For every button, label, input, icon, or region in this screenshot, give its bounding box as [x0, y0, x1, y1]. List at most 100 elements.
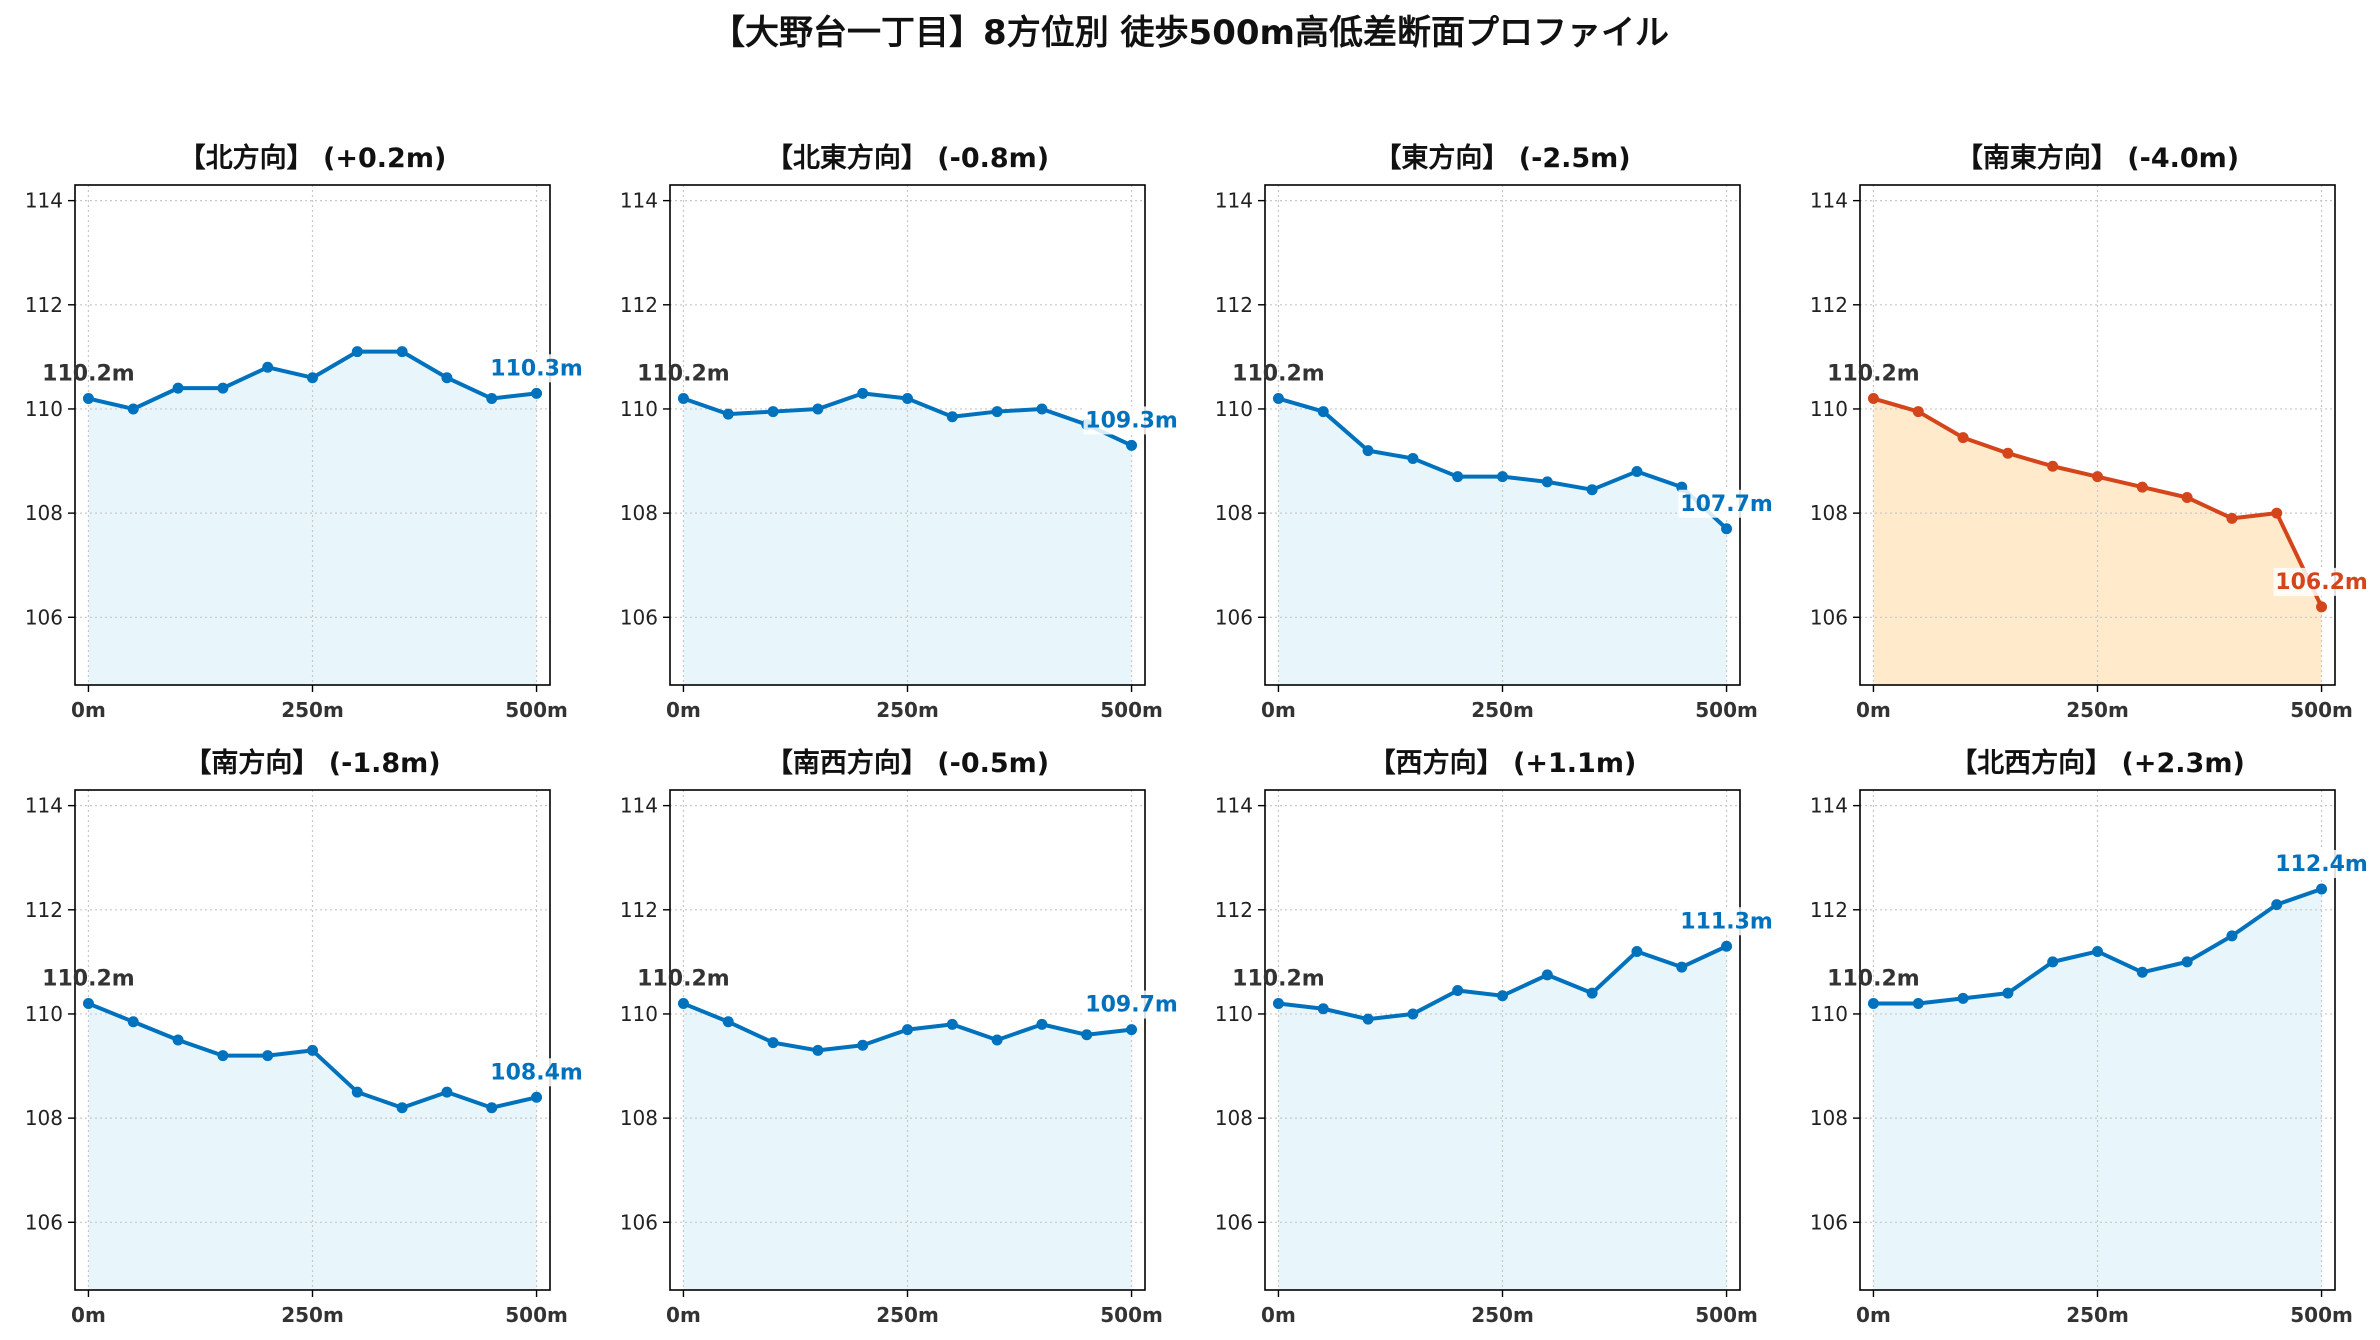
x-tick-label: 500m [1695, 1303, 1758, 1327]
end-label-bg [1083, 990, 1180, 1019]
y-tick-label: 112 [620, 898, 658, 922]
x-tick-label: 0m [666, 1303, 701, 1327]
end-label-bg [2273, 849, 2370, 878]
data-point [946, 1018, 958, 1030]
x-tick-label: 0m [1261, 698, 1296, 722]
data-point [1126, 439, 1138, 451]
y-tick-label: 106 [620, 605, 658, 629]
subplot-title: 【北方向】 (+0.2m) [179, 142, 447, 174]
data-point [857, 387, 869, 399]
subplot-title: 【東方向】 (-2.5m) [1374, 142, 1630, 174]
area-fill [1873, 888, 2322, 1290]
y-tick-label: 106 [620, 1210, 658, 1234]
data-point [722, 1016, 734, 1028]
data-point [677, 998, 689, 1010]
data-point [1912, 406, 1924, 418]
subplot-title: 【北東方向】 (-0.8m) [766, 142, 1049, 174]
x-tick-label: 500m [505, 1303, 568, 1327]
end-label-bg [2273, 567, 2370, 596]
y-tick-label: 114 [620, 189, 658, 213]
data-point [1867, 393, 1879, 405]
end-label-bg [1083, 406, 1180, 435]
data-point [991, 1034, 1003, 1046]
end-label-bg [1678, 489, 1775, 518]
y-tick-label: 108 [620, 501, 658, 525]
y-tick-label: 108 [25, 1106, 63, 1130]
data-point [1036, 1018, 1048, 1030]
data-point [351, 1086, 363, 1098]
end-label-bg [488, 354, 585, 383]
data-point [1631, 465, 1643, 477]
start-value-label: 110.2m [637, 967, 730, 992]
subplot-4: 【南方向】 (-1.8m) 106 108 110 112 114 0m 250m 500m 11… [25, 747, 585, 1327]
y-tick-label: 106 [1810, 605, 1848, 629]
data-point [2136, 966, 2148, 978]
x-tick-label: 250m [1471, 1303, 1534, 1327]
y-tick-label: 114 [1810, 189, 1848, 213]
start-value-label: 110.2m [42, 967, 135, 992]
data-point [2002, 987, 2014, 999]
subplot-title: 【北西方向】 (+2.3m) [1950, 747, 2245, 779]
x-tick-label: 500m [1695, 698, 1758, 722]
data-point [767, 1037, 779, 1049]
data-point [1452, 985, 1464, 997]
data-point [2316, 883, 2328, 895]
data-point [1317, 1003, 1329, 1015]
data-point [1912, 998, 1924, 1010]
data-point [1721, 523, 1733, 535]
x-tick-label: 0m [1261, 1303, 1296, 1327]
data-point [262, 361, 274, 373]
end-value-label: 106.2m [2275, 570, 2368, 595]
subplot-title: 【南方向】 (-1.8m) [184, 747, 440, 779]
data-point [441, 1086, 453, 1098]
y-tick-label: 114 [1215, 794, 1253, 818]
data-point [1317, 406, 1329, 418]
figure-title: 【大野台一丁目】8方位別 徒歩500m高低差断面プロファイル [711, 13, 1669, 53]
y-tick-label: 112 [25, 898, 63, 922]
y-tick-label: 112 [1215, 898, 1253, 922]
y-tick-label: 114 [620, 794, 658, 818]
start-value-label: 110.2m [1827, 362, 1920, 387]
data-point [172, 1034, 184, 1046]
data-point [307, 372, 318, 384]
data-point [2047, 460, 2059, 472]
subplot-2: 【東方向】 (-2.5m) 106 108 110 112 114 0m 250m 500m 11… [1215, 142, 1775, 722]
data-point [127, 403, 139, 415]
x-tick-label: 250m [876, 698, 939, 722]
subplot-0: 【北方向】 (+0.2m) 106 108 110 112 114 0m 250m 500m 11… [25, 142, 585, 722]
end-label-bg [1678, 907, 1775, 936]
end-label-bg [488, 1058, 585, 1087]
data-point [1586, 987, 1598, 999]
x-tick-label: 500m [1100, 698, 1163, 722]
data-point [82, 998, 94, 1010]
data-point [127, 1016, 139, 1028]
y-tick-label: 110 [620, 397, 658, 421]
y-tick-label: 108 [25, 501, 63, 525]
data-point [1126, 1024, 1138, 1036]
subplot-3: 【南東方向】 (-4.0m) 106 108 110 112 114 0m 250m 500m 1… [1810, 142, 2370, 722]
y-tick-label: 106 [1215, 1210, 1253, 1234]
y-tick-label: 106 [25, 605, 63, 629]
data-point [1452, 471, 1464, 483]
area-fill [88, 351, 537, 685]
y-tick-label: 114 [1810, 794, 1848, 818]
subplot-7: 【北西方向】 (+2.3m) 106 108 110 112 114 0m 250m 500m 1… [1810, 747, 2370, 1327]
y-tick-label: 112 [1215, 293, 1253, 317]
data-point [486, 393, 498, 405]
data-point [1541, 476, 1553, 488]
data-point [1272, 998, 1284, 1010]
end-value-label: 107.7m [1680, 492, 1773, 517]
data-point [2271, 507, 2283, 519]
data-point [217, 382, 229, 394]
data-point [351, 346, 363, 358]
start-value-label: 110.2m [637, 362, 730, 387]
x-tick-label: 500m [2290, 698, 2353, 722]
x-tick-label: 500m [2290, 1303, 2353, 1327]
end-value-label: 109.7m [1085, 993, 1178, 1018]
x-tick-label: 250m [1471, 698, 1534, 722]
subplot-title: 【南東方向】 (-4.0m) [1956, 142, 2239, 174]
x-tick-label: 0m [71, 1303, 106, 1327]
end-value-label: 110.3m [490, 356, 583, 381]
y-tick-label: 108 [620, 1106, 658, 1130]
